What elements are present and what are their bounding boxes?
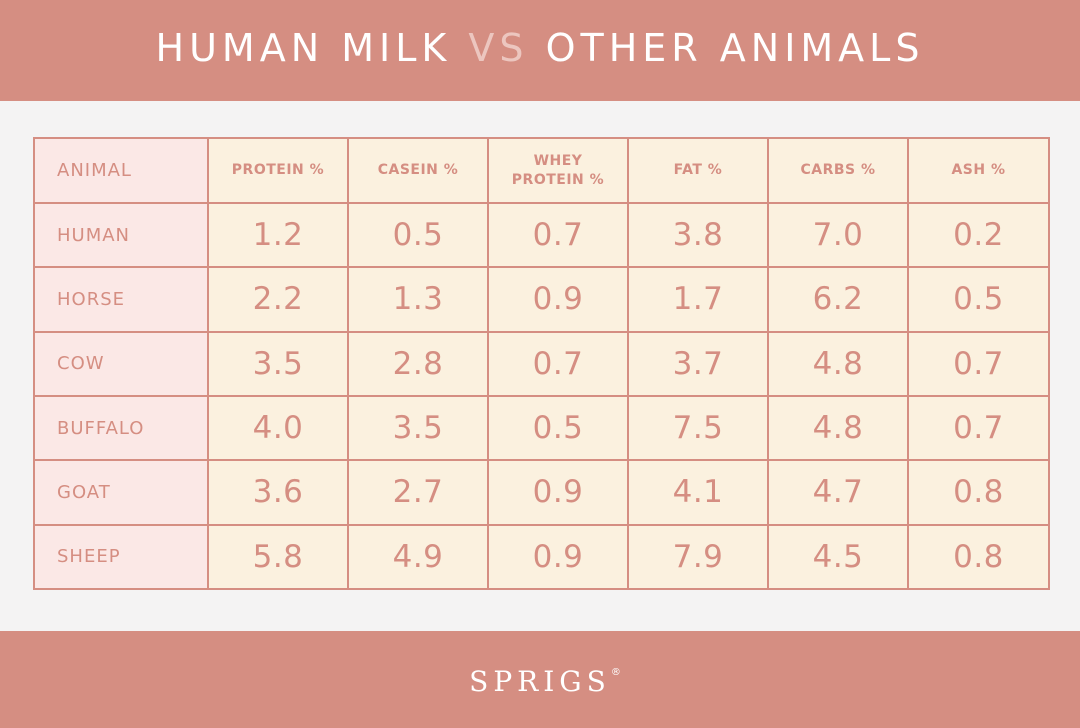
column-header-label: FAT % [673,162,723,178]
table-cell-value: 0.5 [907,266,1050,333]
row-label-animal: SHEEP [33,523,209,591]
table-cell-value: 0.7 [487,330,629,397]
table-cell-value: 0.7 [907,394,1050,462]
table-cell-value: 3.7 [627,330,769,397]
milk-comparison-table-container: ANIMAL PROTEIN % CASEIN % WHEY PROTEIN % FAT … [33,137,1050,591]
table-cell-value: 5.8 [207,523,349,591]
table-cell-value: 0.7 [487,201,629,269]
table-cell-value: 0.9 [487,523,629,591]
table-row: HORSE 2.2 1.3 0.9 1.7 6.2 0.5 [33,266,1050,333]
table-cell-value: 1.3 [347,266,489,333]
table-row: HUMAN 1.2 0.5 0.7 3.8 7.0 0.2 [33,201,1050,269]
table-cell-value: 4.5 [767,523,909,591]
table-cell-value: 6.2 [767,266,909,333]
header-banner: HUMAN MILK VS OTHER ANIMALS [0,0,1080,101]
table-cell-value: 2.2 [207,266,349,333]
row-label-animal: HUMAN [33,201,209,269]
table-cell-value: 7.5 [627,394,769,462]
row-label-animal: HORSE [33,266,209,333]
registered-mark: ® [610,667,621,678]
table-cell-value: 0.7 [907,330,1050,397]
column-header-label: CARBS % [800,162,876,178]
table-cell-value: 1.7 [627,266,769,333]
milk-comparison-table: ANIMAL PROTEIN % CASEIN % WHEY PROTEIN % FAT … [33,137,1050,591]
footer-banner: SPRIGS ® [0,631,1080,728]
title-part-2: OTHER ANIMALS [528,25,925,70]
column-header-label: ANIMAL [57,160,132,181]
column-header: ASH % [907,137,1050,204]
title-vs: VS [468,25,529,70]
table-row: GOAT 3.6 2.7 0.9 4.1 4.7 0.8 [33,459,1050,526]
table-cell-value: 0.8 [907,523,1050,591]
table-body: HUMAN 1.2 0.5 0.7 3.8 7.0 0.2 HORSE 2.2 1.3 0.9 1.7… [33,201,1050,591]
table-cell-value: 7.9 [627,523,769,591]
table-cell-value: 0.5 [487,394,629,462]
table-cell-value: 4.0 [207,394,349,462]
table-cell-value: 3.6 [207,459,349,526]
page-title: HUMAN MILK VS OTHER ANIMALS [156,26,925,70]
column-header-label: WHEY [533,152,583,169]
table-cell-value: 2.8 [347,330,489,397]
table-cell-value: 3.5 [347,394,489,462]
table-row: SHEEP 5.8 4.9 0.9 7.9 4.5 0.8 [33,523,1050,591]
column-header: WHEY PROTEIN % [487,137,629,204]
column-header-label: PROTEIN % [511,171,605,188]
column-header-label: ASH % [951,162,1006,178]
table-cell-value: 1.2 [207,201,349,269]
table-cell-value: 7.0 [767,201,909,269]
table-cell-value: 4.1 [627,459,769,526]
column-header-label: PROTEIN % [231,162,325,178]
column-header: CARBS % [767,137,909,204]
table-cell-value: 4.9 [347,523,489,591]
table-cell-value: 0.8 [907,459,1050,526]
table-header-row: ANIMAL PROTEIN % CASEIN % WHEY PROTEIN % FAT … [33,137,1050,204]
table-cell-value: 4.7 [767,459,909,526]
column-header-animal: ANIMAL [33,137,209,204]
table-cell-value: 2.7 [347,459,489,526]
title-part-1: HUMAN MILK [155,25,469,70]
table-cell-value: 0.5 [347,201,489,269]
row-label-animal: BUFFALO [33,394,209,462]
table-cell-value: 3.8 [627,201,769,269]
table-cell-value: 0.2 [907,201,1050,269]
table-cell-value: 4.8 [767,394,909,462]
table-cell-value: 0.9 [487,459,629,526]
table-cell-value: 0.9 [487,266,629,333]
column-header: PROTEIN % [207,137,349,204]
table-row: COW 3.5 2.8 0.7 3.7 4.8 0.7 [33,330,1050,397]
column-header: CASEIN % [347,137,489,204]
column-header-label: CASEIN % [377,162,459,178]
table-row: BUFFALO 4.0 3.5 0.5 7.5 4.8 0.7 [33,394,1050,462]
table-cell-value: 4.8 [767,330,909,397]
table-cell-value: 3.5 [207,330,349,397]
column-header: FAT % [627,137,769,204]
row-label-animal: GOAT [33,459,209,526]
brand-logo: SPRIGS ® [469,665,621,698]
brand-name: SPRIGS [469,665,611,698]
row-label-animal: COW [33,330,209,397]
